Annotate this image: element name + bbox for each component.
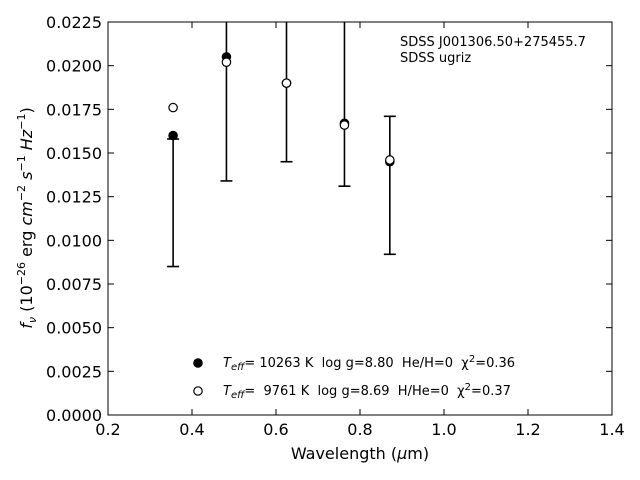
model-point-open bbox=[385, 155, 395, 165]
y-tick-label: 0.0025 bbox=[46, 362, 102, 381]
x-tick-label: 1.4 bbox=[599, 420, 624, 439]
legend-marker bbox=[193, 358, 203, 368]
legend: Teff= 10263 K log g=8.80 He/H=0 χ2=0.36 T… bbox=[193, 354, 515, 401]
x-tick-label: 0.8 bbox=[347, 420, 372, 439]
y-tick-label: 0.0100 bbox=[46, 231, 102, 250]
y-tick-label: 0.0225 bbox=[46, 13, 102, 32]
x-tick-label: 1.0 bbox=[431, 420, 456, 439]
model-point-open bbox=[281, 78, 292, 88]
legend-marker bbox=[193, 386, 203, 396]
model-point-open bbox=[168, 102, 178, 113]
y-tick-label: 0.0075 bbox=[46, 275, 102, 294]
model-point-open bbox=[339, 120, 350, 130]
x-tick-label: 1.2 bbox=[515, 420, 540, 439]
model-point-open bbox=[221, 57, 232, 67]
y-tick-label: 0.0150 bbox=[46, 144, 102, 163]
x-tick-label: 0.4 bbox=[179, 420, 204, 439]
y-tick-label: 0.0175 bbox=[46, 100, 102, 119]
y-axis-label: fν (10−26 erg cm−2 s−1 Hz−1) bbox=[15, 107, 39, 328]
model-point-filled bbox=[168, 130, 178, 141]
y-tick-label: 0.0050 bbox=[46, 319, 102, 338]
x-tick-label: 0.2 bbox=[95, 420, 120, 439]
x-tick-label: 0.6 bbox=[263, 420, 288, 439]
legend-label: Teff= 10263 K log g=8.80 He/H=0 χ2=0.36 bbox=[223, 354, 515, 373]
annotation-object-name: SDSS J001306.50+275455.7 bbox=[400, 35, 586, 50]
y-tick-label: 0.0200 bbox=[46, 57, 102, 76]
legend-label: Teff= 9761 K log g=8.69 H/He=0 χ2=0.37 bbox=[223, 382, 511, 401]
y-tick-label: 0.0000 bbox=[46, 406, 102, 425]
annotation-survey: SDSS ugriz bbox=[400, 51, 471, 66]
y-tick-label: 0.0125 bbox=[46, 188, 102, 207]
x-axis-label: Wavelength (μm) bbox=[291, 444, 429, 463]
